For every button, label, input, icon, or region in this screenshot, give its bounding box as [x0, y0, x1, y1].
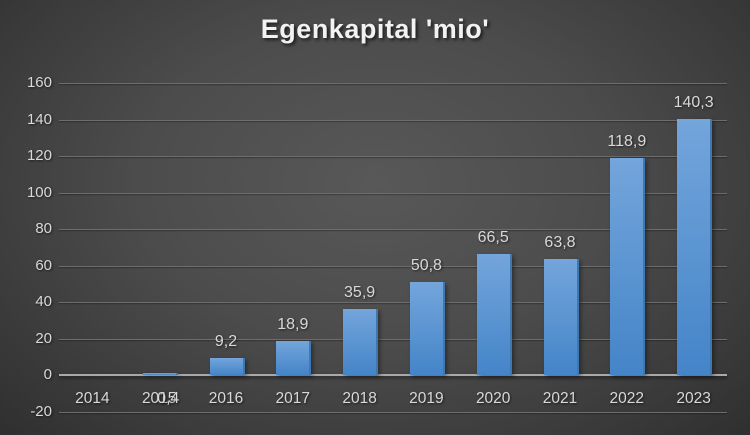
x-axis-label-2023: 2023: [676, 390, 711, 407]
data-label-2017: 18,9: [277, 315, 309, 333]
y-axis-tick-label: 0: [43, 366, 52, 383]
y-axis-tick-label: 100: [26, 183, 52, 201]
x-axis-label-2022: 2022: [609, 390, 645, 407]
bar-2018: [343, 309, 379, 375]
gridline-y-60: [59, 265, 727, 267]
y-axis-tick-label: 40: [35, 293, 52, 310]
gridline-y--20: [59, 411, 727, 413]
y-axis-tick-label: 60: [35, 256, 52, 274]
gridline-y-120: [59, 156, 727, 157]
y-axis-tick-label: 140: [26, 110, 52, 128]
gridline-y-40: [59, 302, 727, 303]
bar-2022: [610, 158, 646, 375]
gridline-y-80: [59, 229, 727, 230]
y-axis-tick-label: -20: [30, 402, 52, 420]
x-axis-label-2018: 2018: [342, 390, 377, 407]
y-axis-tick-label: 80: [35, 220, 52, 237]
bar-2015: [142, 373, 178, 375]
bar-2023: [677, 118, 713, 375]
data-label-2015: 0,4: [157, 390, 180, 407]
y-axis-tick-label: 120: [26, 147, 52, 164]
x-axis-label-2017: 2017: [275, 390, 311, 407]
bar-2020: [476, 253, 512, 375]
x-axis-label-2021: 2021: [542, 390, 578, 407]
bar-2021: [543, 258, 579, 375]
data-label-2018: 35,9: [344, 284, 376, 302]
data-label-2019: 50,8: [410, 257, 442, 275]
y-axis-tick-label: 20: [35, 329, 52, 347]
data-label-2020: 66,5: [477, 228, 509, 246]
gridline-y-140: [59, 119, 727, 121]
x-axis-label-2019: 2019: [409, 390, 444, 407]
bar-2017: [276, 340, 312, 375]
data-label-2021: 63,8: [544, 233, 576, 251]
gridline-y-160: [59, 83, 727, 84]
x-axis-label-2014: 2014: [75, 390, 110, 407]
gridline-y-20: [59, 338, 727, 340]
x-axis-line: [59, 374, 727, 376]
bar-2016: [209, 358, 245, 375]
y-axis-tick-label: 160: [26, 74, 52, 91]
data-label-2016: 9,2: [214, 333, 238, 351]
data-label-2023: 140,3: [673, 93, 714, 111]
gridline-y-100: [59, 192, 727, 194]
x-axis-label-2015: 2015: [141, 390, 177, 407]
x-axis-label-2020: 2020: [475, 390, 511, 407]
bar-2019: [409, 282, 445, 375]
x-axis-label-2016: 2016: [208, 390, 244, 407]
chart-title: Egenkapital 'mio': [260, 14, 490, 44]
data-label-2022: 118,9: [607, 133, 647, 150]
